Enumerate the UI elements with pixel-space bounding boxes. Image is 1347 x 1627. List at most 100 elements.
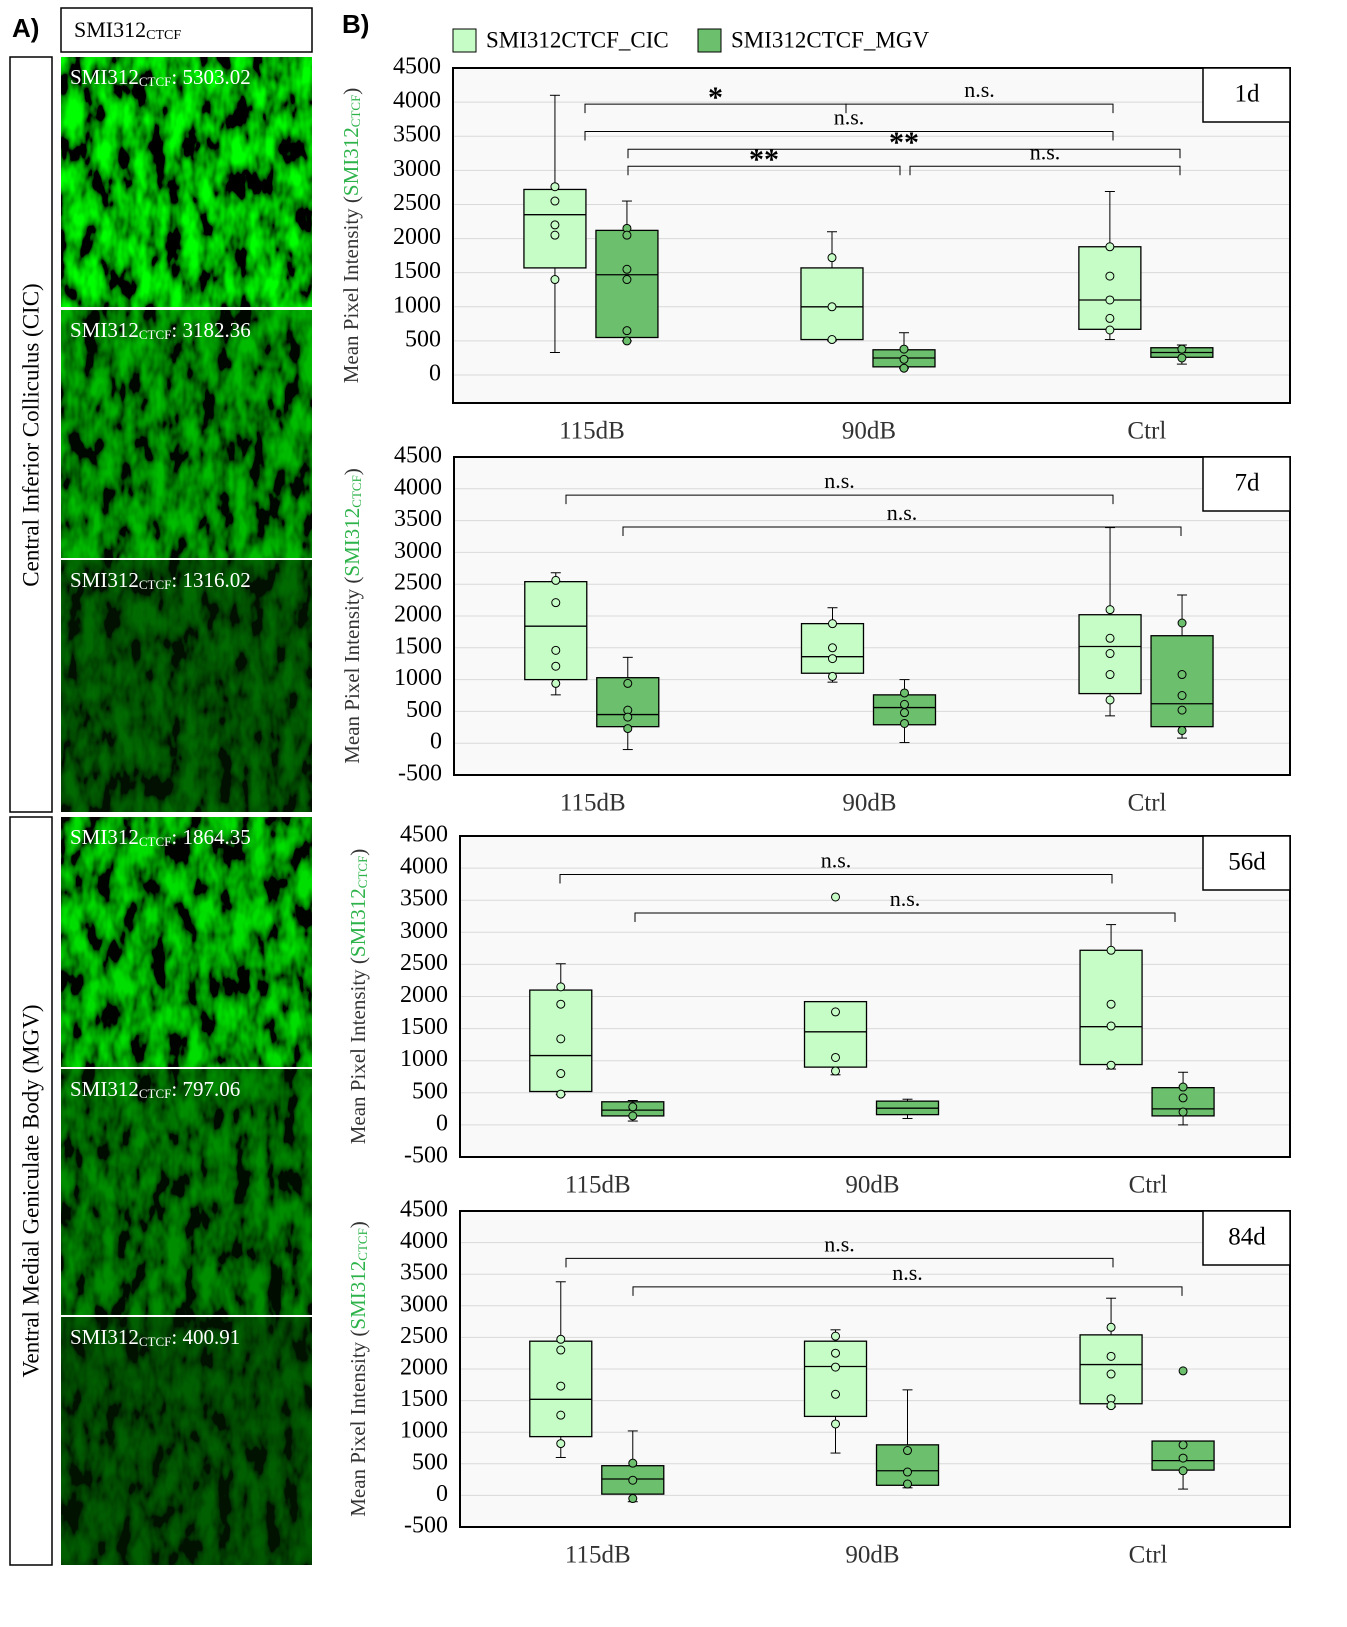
x-tick-label: Ctrl [1129, 1542, 1168, 1569]
y-tick-label: 3000 [400, 1291, 448, 1317]
y-label-prefix: Mean Pixel Intensity ( [339, 196, 363, 383]
significance-label: n.s. [821, 848, 852, 873]
y-label-sub: CTCF [355, 1228, 370, 1261]
data-point [1107, 946, 1115, 954]
data-point [1107, 1370, 1115, 1378]
data-point [551, 231, 559, 239]
legend-swatch [453, 29, 476, 52]
significance-label: n.s. [1030, 139, 1061, 164]
y-label-sub: CTCF [349, 475, 364, 508]
caption-value: : 1316.02 [171, 568, 250, 592]
data-point [1106, 650, 1114, 658]
caption-value: : 5303.02 [171, 65, 250, 89]
data-point [900, 689, 908, 697]
data-point [1106, 326, 1114, 334]
data-point [1106, 606, 1114, 614]
y-label-suffix: ) [346, 849, 370, 856]
data-point [552, 646, 560, 654]
y-tick-label: 2500 [393, 190, 441, 216]
data-point [623, 231, 631, 239]
data-point [904, 1447, 912, 1455]
y-axis-label: Mean Pixel Intensity (SMI312CTCF) [346, 1221, 370, 1517]
y-tick-label: 2000 [393, 224, 441, 250]
data-point [1106, 272, 1114, 280]
y-label-suffix: ) [346, 1221, 370, 1228]
y-tick-label: 1500 [400, 1386, 448, 1412]
y-axis-label: Mean Pixel Intensity (SMI312CTCF) [340, 468, 364, 764]
data-point [557, 1070, 565, 1078]
x-tick-label: Ctrl [1129, 1172, 1168, 1199]
y-tick-label: 500 [412, 1078, 448, 1104]
micrograph [61, 817, 312, 1067]
y-label-prefix: Mean Pixel Intensity ( [346, 1330, 370, 1517]
y-tick-label: 2000 [400, 982, 448, 1008]
significance-label: ** [749, 143, 779, 176]
data-point [623, 327, 631, 335]
y-tick-label: 3000 [393, 156, 441, 182]
data-point [557, 1090, 565, 1098]
data-point [1178, 354, 1186, 362]
x-tick-label: 115dB [559, 418, 625, 445]
data-point [557, 1000, 565, 1008]
data-point [551, 221, 559, 229]
x-tick-label: 90dB [845, 1542, 899, 1569]
data-point [828, 644, 836, 652]
data-point [624, 725, 632, 733]
data-point [828, 254, 836, 262]
caption-text: SMI312 [70, 825, 139, 849]
header-text: SMI312 [74, 17, 146, 42]
data-point [1178, 671, 1186, 679]
y-label-marker: SMI312 [346, 888, 370, 957]
significance-label: n.s. [834, 104, 865, 129]
data-point [1178, 692, 1186, 700]
data-point [904, 1468, 912, 1476]
x-tick-label: Ctrl [1128, 790, 1167, 817]
region-label: Ventral Medial Geniculate Body (MGV) [18, 1004, 43, 1377]
data-point [557, 983, 565, 991]
legend-swatch [698, 29, 721, 52]
y-tick-label: 0 [436, 1481, 448, 1507]
data-point [1106, 634, 1114, 642]
data-point [1107, 1402, 1115, 1410]
data-point [1106, 696, 1114, 704]
caption-text: SMI312 [70, 1325, 139, 1349]
micrograph [61, 1069, 312, 1315]
y-tick-label: 2500 [394, 570, 442, 596]
y-tick-label: 500 [405, 326, 441, 352]
data-point [904, 1480, 912, 1488]
y-label-marker: SMI312 [346, 1261, 370, 1330]
caption-sub: CTCF [139, 74, 172, 89]
data-point [1178, 726, 1186, 734]
y-tick-label: 4000 [400, 854, 448, 880]
y-tick-label: 1000 [400, 1418, 448, 1444]
data-point [1107, 1323, 1115, 1331]
data-point [828, 672, 836, 680]
data-point [551, 197, 559, 205]
data-point [832, 1390, 840, 1398]
y-tick-label: 4500 [400, 822, 448, 848]
y-tick-label: 500 [406, 697, 442, 723]
data-point [1107, 1061, 1115, 1069]
data-point [832, 1349, 840, 1357]
y-tick-label: 2000 [394, 602, 442, 628]
y-label-marker: SMI312 [340, 508, 364, 577]
data-point [828, 336, 836, 344]
header-sub: CTCF [146, 28, 181, 43]
micrograph [61, 57, 312, 307]
data-point [1107, 1000, 1115, 1008]
legend-label: SMI312CTCF_CIC [486, 27, 669, 52]
y-tick-label: 4000 [394, 474, 442, 500]
significance-label: n.s. [890, 886, 921, 911]
data-point [552, 576, 560, 584]
data-point [1107, 1352, 1115, 1360]
data-point [832, 1332, 840, 1340]
y-tick-label: 3500 [393, 122, 441, 148]
page: { "panel_a": { "label": "A)", "header": … [0, 0, 1347, 1627]
data-point [832, 893, 840, 901]
significance-label: ** [889, 126, 919, 159]
y-tick-label: 3000 [400, 918, 448, 944]
chart-title: 7d [1235, 470, 1261, 497]
data-point [1106, 243, 1114, 251]
y-tick-label: 4500 [394, 443, 442, 469]
y-tick-label: 2000 [400, 1355, 448, 1381]
